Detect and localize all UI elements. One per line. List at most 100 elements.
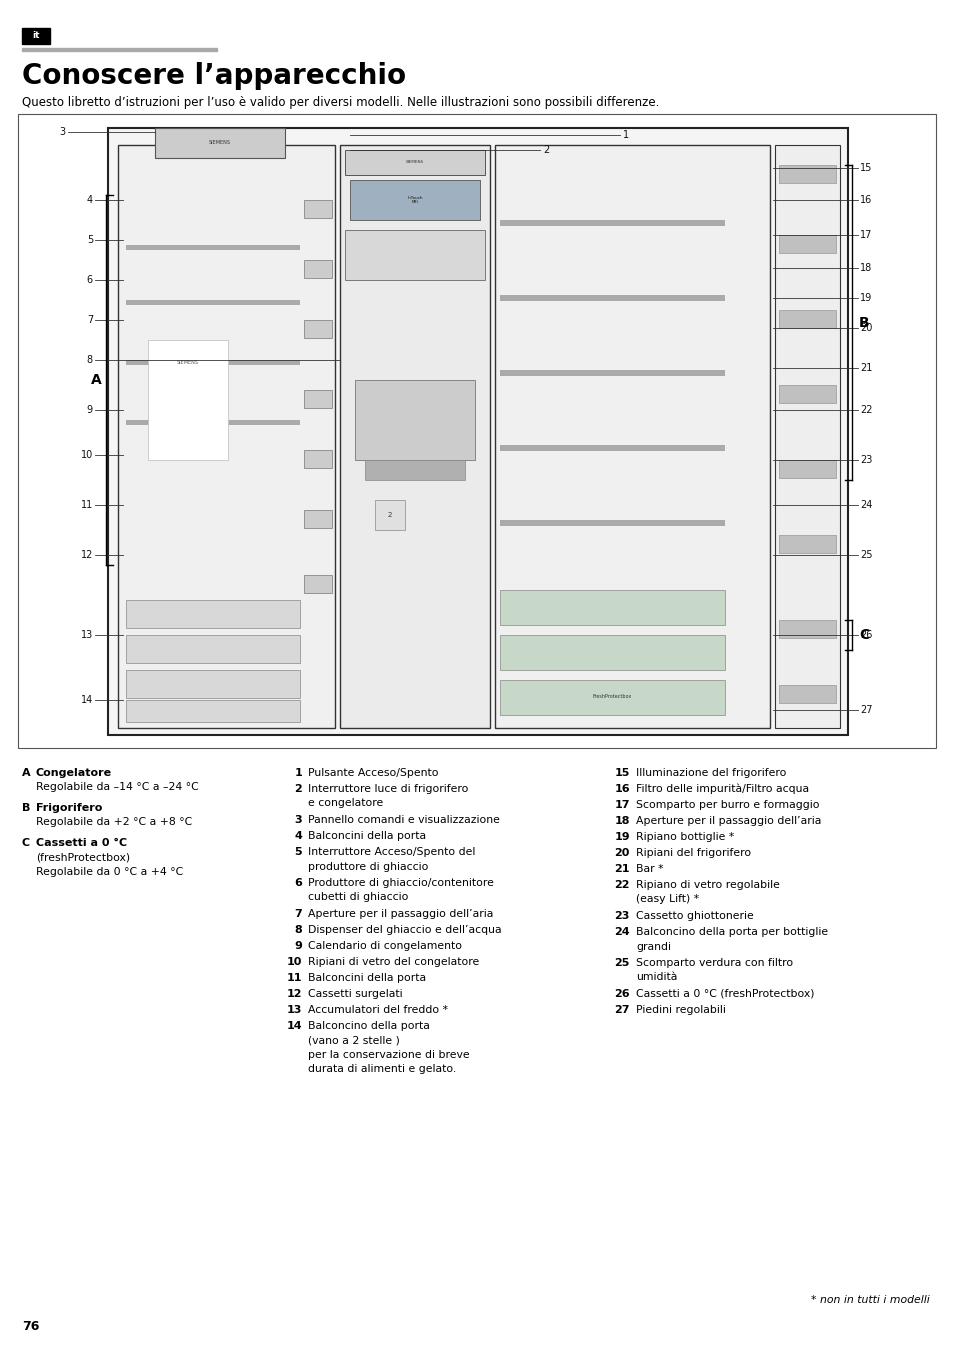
Bar: [339, 144, 490, 728]
Text: 27: 27: [614, 1004, 629, 1015]
Text: 9: 9: [87, 405, 92, 414]
Text: it: it: [32, 31, 40, 40]
Text: Regolabile da –14 °C a –24 °C: Regolabile da –14 °C a –24 °C: [36, 783, 198, 792]
Text: Scomparto verdura con filtro: Scomparto verdura con filtro: [636, 958, 792, 968]
Text: Regolabile da +2 °C a +8 °C: Regolabile da +2 °C a +8 °C: [36, 817, 193, 828]
Text: SIEMENS: SIEMENS: [177, 360, 199, 365]
Bar: [126, 360, 299, 365]
Text: 13: 13: [81, 630, 92, 640]
Bar: [499, 520, 724, 526]
Bar: [499, 296, 724, 301]
Text: 5: 5: [294, 846, 302, 857]
Text: Cassetti a 0 °C (freshProtectbox): Cassetti a 0 °C (freshProtectbox): [636, 990, 814, 999]
Text: 76: 76: [22, 1320, 39, 1332]
Text: C: C: [22, 837, 30, 848]
Text: 19: 19: [614, 832, 629, 842]
Text: Cassetti surgelati: Cassetti surgelati: [308, 990, 402, 999]
Bar: [126, 300, 299, 305]
Text: 1: 1: [294, 768, 302, 778]
Text: 18: 18: [859, 263, 871, 273]
Bar: [126, 670, 299, 698]
Text: 7: 7: [294, 909, 302, 919]
Text: Balconcini della porta: Balconcini della porta: [308, 973, 426, 983]
Bar: [126, 420, 299, 425]
Text: 2: 2: [294, 784, 302, 794]
Bar: [118, 144, 335, 728]
Bar: [304, 390, 332, 408]
Text: 16: 16: [859, 194, 871, 205]
Text: 10: 10: [286, 957, 302, 967]
Bar: [154, 128, 285, 158]
Text: (freshProtectbox): (freshProtectbox): [36, 852, 130, 863]
Text: 1: 1: [622, 130, 628, 140]
Bar: [495, 144, 769, 728]
Bar: [126, 244, 299, 250]
Text: cubetti di ghiaccio: cubetti di ghiaccio: [308, 892, 408, 903]
Text: 26: 26: [859, 630, 871, 640]
Text: per la conservazione di breve: per la conservazione di breve: [308, 1050, 469, 1060]
Text: Produttore di ghiaccio/contenitore: Produttore di ghiaccio/contenitore: [308, 878, 494, 888]
Bar: [499, 634, 724, 670]
Text: 10: 10: [81, 450, 92, 460]
Text: 4: 4: [294, 832, 302, 841]
Bar: [499, 590, 724, 625]
Text: Ripiano di vetro regolabile: Ripiano di vetro regolabile: [636, 880, 779, 890]
Text: 12: 12: [286, 990, 302, 999]
Text: 2: 2: [388, 512, 392, 518]
Text: 8: 8: [87, 355, 92, 364]
Bar: [22, 28, 50, 45]
Text: Pannello comandi e visualizzazione: Pannello comandi e visualizzazione: [308, 815, 499, 825]
Bar: [304, 510, 332, 528]
Bar: [779, 385, 835, 404]
Text: 24: 24: [614, 927, 629, 937]
Text: 23: 23: [614, 911, 629, 921]
Text: B: B: [22, 803, 30, 813]
Bar: [779, 535, 835, 554]
Text: 11: 11: [81, 500, 92, 510]
Text: 18: 18: [614, 815, 629, 826]
Text: e congelatore: e congelatore: [308, 798, 383, 809]
Text: Pulsante Acceso/Spento: Pulsante Acceso/Spento: [308, 768, 438, 778]
Bar: [126, 634, 299, 663]
Text: 21: 21: [859, 363, 871, 373]
Text: B: B: [858, 316, 868, 329]
Text: 26: 26: [614, 990, 629, 999]
Bar: [304, 575, 332, 593]
Text: SIEMENS: SIEMENS: [209, 140, 231, 146]
Bar: [148, 340, 228, 460]
Text: Balconcino della porta per bottiglie: Balconcino della porta per bottiglie: [636, 927, 827, 937]
Text: 11: 11: [286, 973, 302, 983]
Text: 27: 27: [859, 705, 872, 716]
Bar: [304, 320, 332, 338]
Text: Illuminazione del frigorifero: Illuminazione del frigorifero: [636, 768, 785, 778]
Bar: [345, 230, 484, 279]
Text: 4: 4: [87, 194, 92, 205]
Text: 23: 23: [859, 455, 871, 464]
Text: Conoscere l’apparecchio: Conoscere l’apparecchio: [22, 62, 406, 90]
Text: 17: 17: [614, 801, 629, 810]
Bar: [779, 235, 835, 252]
Text: Ripiano bottiglie *: Ripiano bottiglie *: [636, 832, 734, 842]
Text: 20: 20: [859, 323, 871, 333]
Text: 15: 15: [859, 163, 871, 173]
Text: 12: 12: [81, 549, 92, 560]
Text: 7: 7: [87, 315, 92, 325]
Text: Questo libretto d’istruzioni per l’uso è valido per diversi modelli. Nelle illus: Questo libretto d’istruzioni per l’uso è…: [22, 96, 659, 109]
Bar: [345, 150, 484, 176]
Bar: [350, 180, 479, 220]
Text: 14: 14: [81, 695, 92, 705]
Text: 6: 6: [87, 275, 92, 285]
Text: Frigorifero: Frigorifero: [36, 803, 102, 813]
Text: 25: 25: [859, 549, 872, 560]
Bar: [779, 684, 835, 703]
Text: Ripiani del frigorifero: Ripiani del frigorifero: [636, 848, 750, 859]
Text: Dispenser del ghiaccio e dell’acqua: Dispenser del ghiaccio e dell’acqua: [308, 925, 501, 936]
Text: Congelatore: Congelatore: [36, 768, 112, 778]
Text: Ripiani di vetro del congelatore: Ripiani di vetro del congelatore: [308, 957, 478, 967]
Text: InTouch
MFi: InTouch MFi: [407, 196, 422, 204]
Bar: [126, 701, 299, 722]
Text: umidità: umidità: [636, 972, 677, 983]
Text: Accumulatori del freddo *: Accumulatori del freddo *: [308, 1004, 448, 1015]
Text: 9: 9: [294, 941, 302, 950]
Text: 13: 13: [286, 1004, 302, 1015]
